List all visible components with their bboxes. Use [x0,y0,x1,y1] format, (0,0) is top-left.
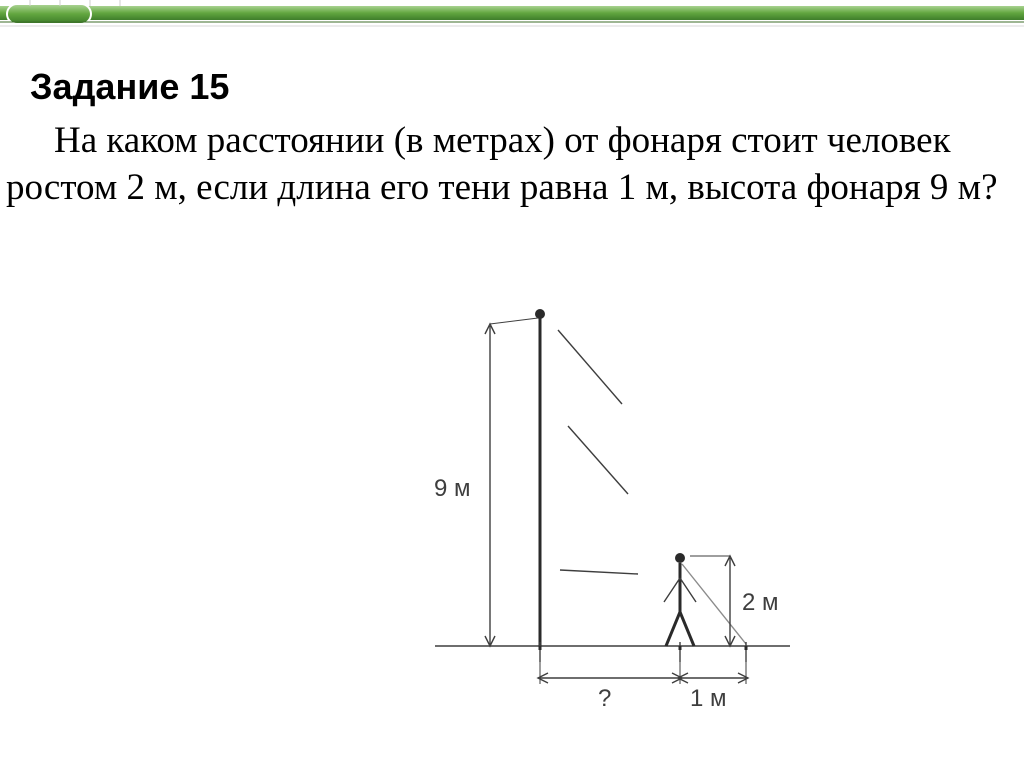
person-figure [664,553,696,646]
person-height-label: 2 м [742,589,779,616]
shadow-length-label: 1 м [690,685,727,712]
top-rule-decoration [0,0,1024,30]
content-area: Задание 15 На каком расстоянии (в метрах… [0,66,1024,211]
problem-text: На каком расстоянии (в метрах) от фонаря… [6,118,1018,211]
slide-page: Задание 15 На каком расстоянии (в метрах… [0,0,1024,767]
geometry-diagram: 9 м 2 м [390,286,810,716]
distance-unknown-label: ? [598,685,611,712]
lamp-height-label: 9 м [434,475,471,502]
task-heading: Задание 15 [6,66,1018,108]
problem-text-body: На каком расстоянии (в метрах) от фонаря… [6,120,998,208]
